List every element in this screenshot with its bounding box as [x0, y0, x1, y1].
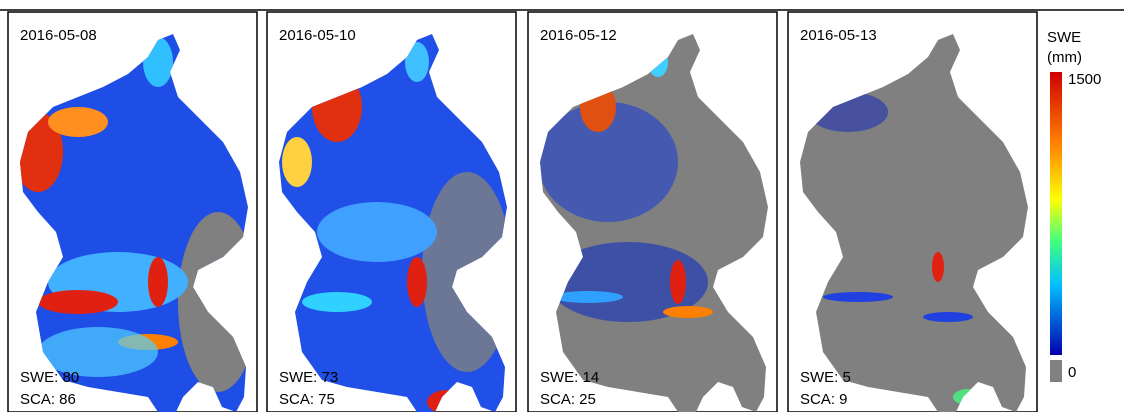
map-panel: 2016-05-12 SWE: 14 SCA: 25: [528, 12, 777, 412]
map-panel: 2016-05-13 SWE: 5 SCA: 9: [788, 12, 1037, 412]
colorbar-min: 0: [1068, 364, 1076, 381]
swe-label: SWE: 73: [279, 369, 338, 386]
map-panel: 2016-05-10 SWE: 73 SCA: 75: [267, 12, 516, 412]
swe-label: SWE: 5: [800, 369, 851, 386]
swe-label: SWE: 80: [20, 369, 79, 386]
colorbar-max: 1500: [1068, 71, 1101, 88]
figure: 2016-05-08 SWE: 80 SCA: 86 2016-05-10 SW…: [0, 0, 1124, 412]
swe-label: SWE: 14: [540, 369, 599, 386]
colorbar-title: SWE: [1047, 29, 1081, 46]
sca-label: SCA: 75: [279, 391, 335, 408]
panel-date: 2016-05-10: [279, 27, 356, 44]
colorbar-title: (mm): [1047, 49, 1082, 66]
sca-label: SCA: 86: [20, 391, 76, 408]
panel-date: 2016-05-13: [800, 27, 877, 44]
panel-date: 2016-05-12: [540, 27, 617, 44]
sca-label: SCA: 9: [800, 391, 848, 408]
colorbar-nodata: [1050, 360, 1062, 382]
colorbar-gradient: [1050, 72, 1062, 355]
sca-label: SCA: 25: [540, 391, 596, 408]
map-panel: 2016-05-08 SWE: 80 SCA: 86: [8, 12, 258, 412]
panel-date: 2016-05-08: [20, 27, 97, 44]
colorbar: SWE (mm) 1500 0: [1047, 29, 1101, 382]
